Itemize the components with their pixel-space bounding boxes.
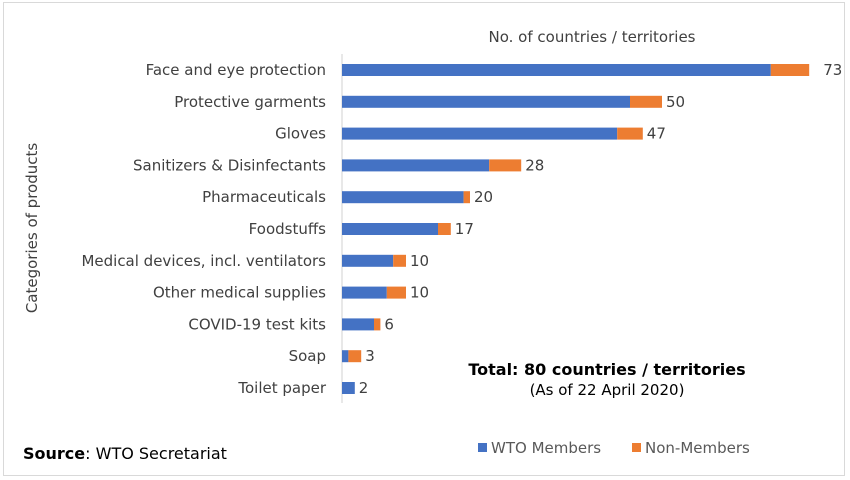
- bar-wto-members-soap: [342, 350, 349, 363]
- bar-non-members-foodstuffs: [438, 223, 451, 235]
- category-label-gloves: Gloves: [275, 125, 326, 143]
- source-label: Source: [23, 444, 85, 463]
- bar-non-members-sanitizers-disinfectants: [489, 159, 522, 172]
- bar-wto-members-medical-devices-incl-ventilators: [342, 254, 394, 267]
- category-label-soap: Soap: [289, 347, 326, 365]
- source-text: : WTO Secretariat: [85, 444, 227, 463]
- legend-label-wto-members: WTO Members: [491, 439, 601, 457]
- total-label-pharmaceuticals: 20: [474, 188, 493, 206]
- date-annotation: (As of 22 April 2020): [530, 381, 685, 399]
- bar-wto-members-pharmaceuticals: [342, 191, 464, 204]
- total-label-sanitizers-disinfectants: 28: [525, 156, 544, 174]
- total-label-toilet-paper: 2: [359, 379, 369, 397]
- chart-title: No. of countries / territories: [489, 28, 696, 46]
- bar-wto-members-gloves: [342, 127, 618, 140]
- category-label-covid-19-test-kits: COVID-19 test kits: [188, 315, 326, 333]
- bar-wto-members-sanitizers-disinfectants: [342, 159, 490, 172]
- bar-non-members-medical-devices-incl-ventilators: [393, 254, 406, 267]
- bar-wto-members-toilet-paper: [342, 382, 355, 394]
- chart-frame: [3, 2, 845, 476]
- bar-non-members-covid-19-test-kits: [374, 318, 381, 331]
- total-label-foodstuffs: 17: [455, 220, 474, 238]
- total-annotation: Total: 80 countries / territories: [468, 360, 745, 379]
- bar-non-members-protective-garments: [630, 95, 662, 108]
- category-label-other-medical-supplies: Other medical supplies: [153, 284, 326, 302]
- category-label-protective-garments: Protective garments: [174, 93, 326, 111]
- total-label-gloves: 47: [647, 125, 666, 143]
- bar-wto-members-covid-19-test-kits: [342, 318, 374, 331]
- total-label-protective-garments: 50: [666, 93, 685, 111]
- category-label-sanitizers-disinfectants: Sanitizers & Disinfectants: [133, 156, 326, 174]
- category-label-face-and-eye-protection: Face and eye protection: [146, 61, 326, 79]
- source-note: Source: WTO Secretariat: [23, 444, 227, 463]
- legend-label-non-members: Non-Members: [645, 439, 750, 457]
- category-label-pharmaceuticals: Pharmaceuticals: [202, 188, 326, 206]
- bars-group: Face and eye protection 73 Protective garm…: [81, 61, 842, 397]
- category-label-medical-devices-incl-ventilators: Medical devices, incl. ventilators: [81, 252, 326, 270]
- y-axis-label: Categories of products: [23, 143, 41, 314]
- bar-wto-members-other-medical-supplies: [342, 286, 387, 299]
- category-label-toilet-paper: Toilet paper: [237, 379, 326, 397]
- legend: WTO Members Non-Members: [478, 439, 750, 457]
- total-label-soap: 3: [365, 347, 375, 365]
- total-label-medical-devices-incl-ventilators: 10: [410, 252, 429, 270]
- bar-non-members-soap: [348, 350, 362, 363]
- bar-wto-members-foodstuffs: [342, 223, 438, 235]
- total-label-face-and-eye-protection: 73: [823, 61, 842, 79]
- total-label-other-medical-supplies: 10: [410, 284, 429, 302]
- bar-non-members-pharmaceuticals: [463, 191, 470, 204]
- category-label-foodstuffs: Foodstuffs: [249, 220, 327, 238]
- legend-swatch-wto-members: [478, 443, 487, 452]
- bar-wto-members-protective-garments: [342, 95, 630, 108]
- legend-swatch-non-members: [632, 443, 641, 452]
- bar-wto-members-face-and-eye-protection: [342, 64, 771, 76]
- total-label-covid-19-test-kits: 6: [384, 315, 394, 333]
- bar-non-members-other-medical-supplies: [386, 286, 406, 299]
- bar-non-members-gloves: [617, 127, 643, 140]
- bar-non-members-face-and-eye-protection: [770, 64, 810, 76]
